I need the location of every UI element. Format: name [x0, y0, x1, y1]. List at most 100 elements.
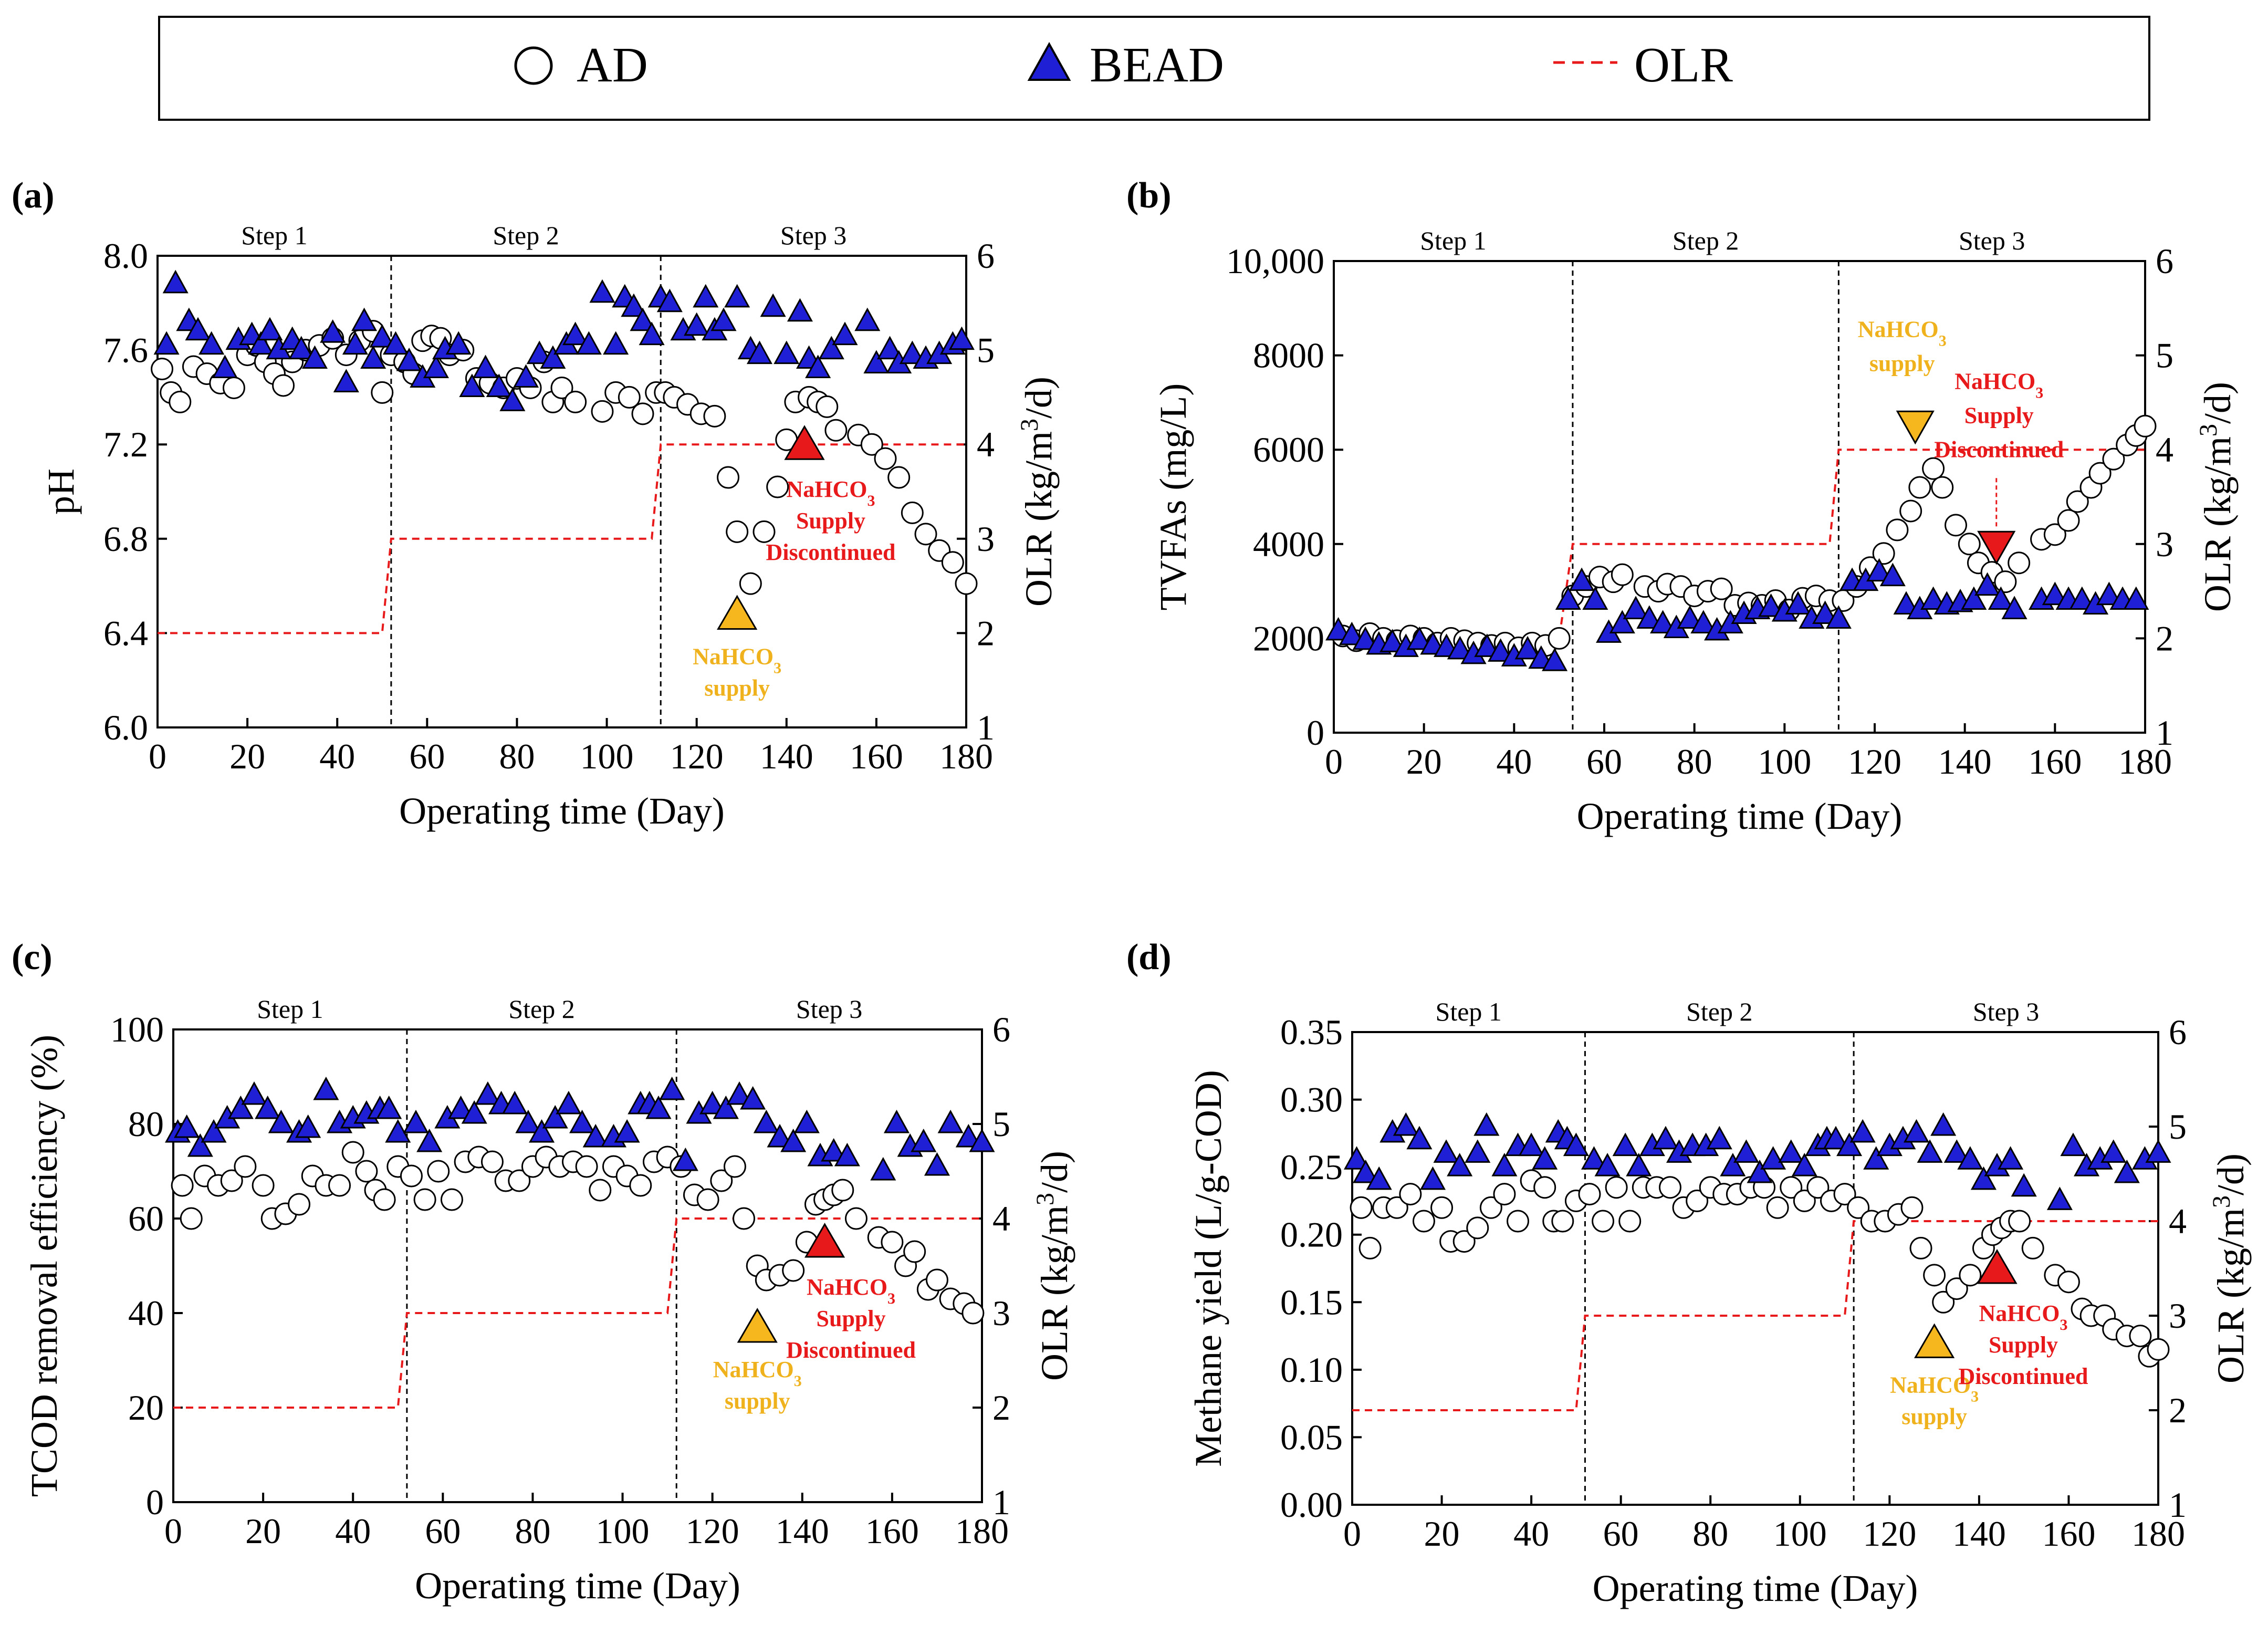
- bead-point: [1474, 633, 1500, 657]
- y-tick-label: 8.0: [103, 236, 148, 276]
- y2-tick-label: 6: [992, 1009, 1010, 1049]
- ad-point: [591, 400, 614, 423]
- x-tick-label: 120: [1848, 742, 1901, 782]
- bead-point: [877, 336, 903, 360]
- ad-point: [618, 386, 641, 409]
- bead-point: [937, 1109, 964, 1133]
- ad-point: [234, 1155, 257, 1178]
- ad-point: [222, 376, 245, 399]
- bead-point: [924, 1152, 950, 1176]
- x-tick-label: 20: [1406, 742, 1442, 782]
- bead-point: [1581, 1146, 1607, 1170]
- ad-point: [480, 1150, 504, 1173]
- ad-point: [1847, 1196, 1870, 1219]
- bead-point: [818, 336, 844, 360]
- chart-panel-c: (c) 0 20 40 60 80 100 120 140 160 180 0 20 40 60 80 100 1…: [12, 937, 1075, 1607]
- step-label: Step 1: [1436, 997, 1502, 1026]
- x-tick-label: 180: [2131, 1514, 2185, 1554]
- panel-label: (b): [1126, 175, 1172, 216]
- ad-point: [220, 1169, 243, 1192]
- y-tick-label: 2000: [1253, 618, 1324, 658]
- ad-point: [341, 1141, 364, 1164]
- ad-point: [1551, 1210, 1574, 1233]
- y-tick-label: 60: [128, 1199, 164, 1238]
- bead-point: [1419, 1166, 1446, 1190]
- x-tick-label: 80: [515, 1511, 550, 1551]
- y2-tick-label: 5: [992, 1104, 1010, 1144]
- x-axis-label: Operating time (Day): [1593, 1567, 1918, 1609]
- bead-point: [1812, 600, 1838, 624]
- discontinued-marker: [784, 425, 825, 460]
- bead-point: [2145, 1139, 2171, 1163]
- step-label: Step 3: [1973, 997, 2039, 1026]
- x-tick-label: 40: [319, 736, 355, 776]
- ad-point: [427, 1160, 450, 1183]
- ad-point: [589, 1179, 612, 1202]
- ad-point: [440, 1188, 463, 1211]
- bead-point: [301, 345, 328, 369]
- step-label: Step 3: [1959, 226, 2025, 255]
- ad-point: [1507, 1210, 1530, 1233]
- ad-point: [1358, 1236, 1382, 1259]
- bead-point: [1849, 1119, 1876, 1143]
- chart-panel-d: (d) 0 20 40 60 80 100 120 140 160 180 0.00 0.05 0.10 0…: [1126, 937, 2252, 1609]
- ad-point: [575, 1155, 598, 1178]
- bead-point: [2123, 586, 2149, 610]
- ad-point: [2057, 1271, 2080, 1294]
- bead-point: [1785, 591, 1811, 615]
- y-tick-label: 0.05: [1280, 1417, 1343, 1457]
- legend-olr-label: OLR: [1634, 38, 1733, 92]
- bead-point: [1961, 586, 1987, 610]
- ad-point: [1493, 1183, 1516, 1206]
- bead-point: [899, 340, 925, 365]
- ad-point: [914, 523, 937, 546]
- ad-point: [1958, 533, 1981, 556]
- ad-point: [1686, 1189, 1709, 1212]
- ad-point: [1412, 1210, 1435, 1233]
- step-label: Step 3: [796, 994, 862, 1024]
- ad-point: [1548, 627, 1571, 650]
- bead-point: [241, 1081, 267, 1105]
- bead-point: [589, 279, 615, 303]
- bead-point: [854, 307, 881, 331]
- ad-point: [1658, 1176, 1681, 1199]
- x-tick-label: 100: [596, 1511, 650, 1551]
- bead-point: [621, 293, 647, 317]
- y2-tick-label: 2: [2156, 618, 2173, 658]
- olr-line: [1334, 449, 2145, 640]
- bead-point: [459, 373, 485, 397]
- y2-tick-label: 2: [977, 613, 995, 653]
- bead-point: [1943, 1139, 1970, 1163]
- x-tick-label: 20: [229, 736, 265, 776]
- ad-point: [726, 520, 749, 543]
- discontinued-label: Supply: [796, 508, 865, 534]
- x-tick-label: 120: [670, 736, 724, 776]
- ad-point: [180, 1207, 203, 1230]
- bead-point: [969, 1128, 995, 1152]
- y2-tick-label: 5: [2156, 336, 2173, 376]
- bead-point: [2096, 581, 2122, 606]
- bead-point: [1866, 558, 1893, 582]
- bead-point: [1465, 1139, 1491, 1163]
- x-tick-label: 160: [2042, 1514, 2095, 1554]
- y-tick-label: 0.35: [1280, 1012, 1343, 1052]
- x-tick-label: 140: [760, 736, 813, 776]
- ad-point: [1430, 1196, 1454, 1219]
- bead-point: [1879, 563, 1906, 587]
- bead-point: [645, 1095, 672, 1119]
- olr-line: [158, 443, 966, 634]
- y-tick-label: 40: [128, 1293, 164, 1333]
- x-tick-label: 100: [1773, 1514, 1827, 1554]
- bead-point: [1447, 1153, 1473, 1177]
- x-axis-label: Operating time (Day): [415, 1565, 740, 1607]
- bead-point: [385, 1119, 411, 1143]
- bead-point: [416, 1128, 443, 1152]
- ad-point: [328, 1174, 351, 1197]
- ad-point: [874, 447, 897, 470]
- bead-point: [1930, 1112, 1957, 1136]
- supply-marker: [1914, 1323, 1955, 1358]
- legend-bead-marker: [1027, 41, 1071, 81]
- bead-point: [369, 324, 395, 348]
- bead-point: [1514, 636, 1541, 660]
- ad-point: [1611, 563, 1634, 586]
